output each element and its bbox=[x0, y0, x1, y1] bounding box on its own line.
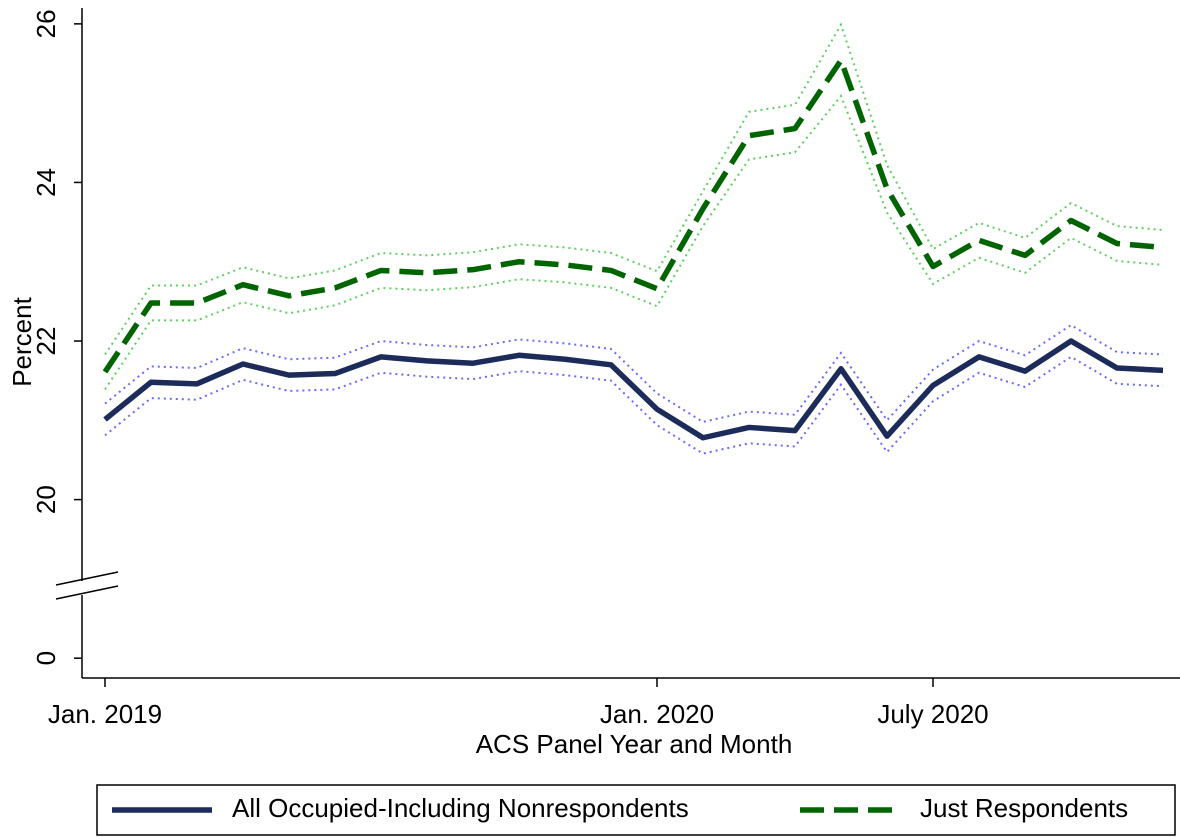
confidence-bound bbox=[104, 323, 1164, 423]
y-tick-label: 24 bbox=[31, 168, 61, 197]
y-tick-label: 26 bbox=[31, 9, 61, 38]
x-tick-label: Jan. 2020 bbox=[600, 699, 714, 729]
line bbox=[103, 338, 1164, 441]
y-tick-label: 22 bbox=[31, 327, 61, 356]
axis-break-gap bbox=[78, 580, 86, 595]
legend-label: All Occupied-Including Nonrespondents bbox=[232, 793, 689, 823]
confidence-bound bbox=[104, 94, 1164, 390]
legend-box bbox=[96, 784, 1176, 836]
x-tick-label: July 2020 bbox=[877, 699, 988, 729]
y-tick-label: 20 bbox=[31, 485, 61, 514]
confidence-bound bbox=[104, 22, 1164, 356]
x-tick-label: Jan. 2019 bbox=[48, 699, 162, 729]
line bbox=[102, 57, 1164, 374]
legend-label: Just Respondents bbox=[920, 793, 1128, 823]
x-axis-label: ACS Panel Year and Month bbox=[476, 729, 793, 759]
y-axis-label: Percent bbox=[7, 296, 37, 386]
y-tick-label: 0 bbox=[31, 651, 61, 665]
axis-break bbox=[55, 571, 119, 586]
axis-break bbox=[55, 585, 119, 600]
